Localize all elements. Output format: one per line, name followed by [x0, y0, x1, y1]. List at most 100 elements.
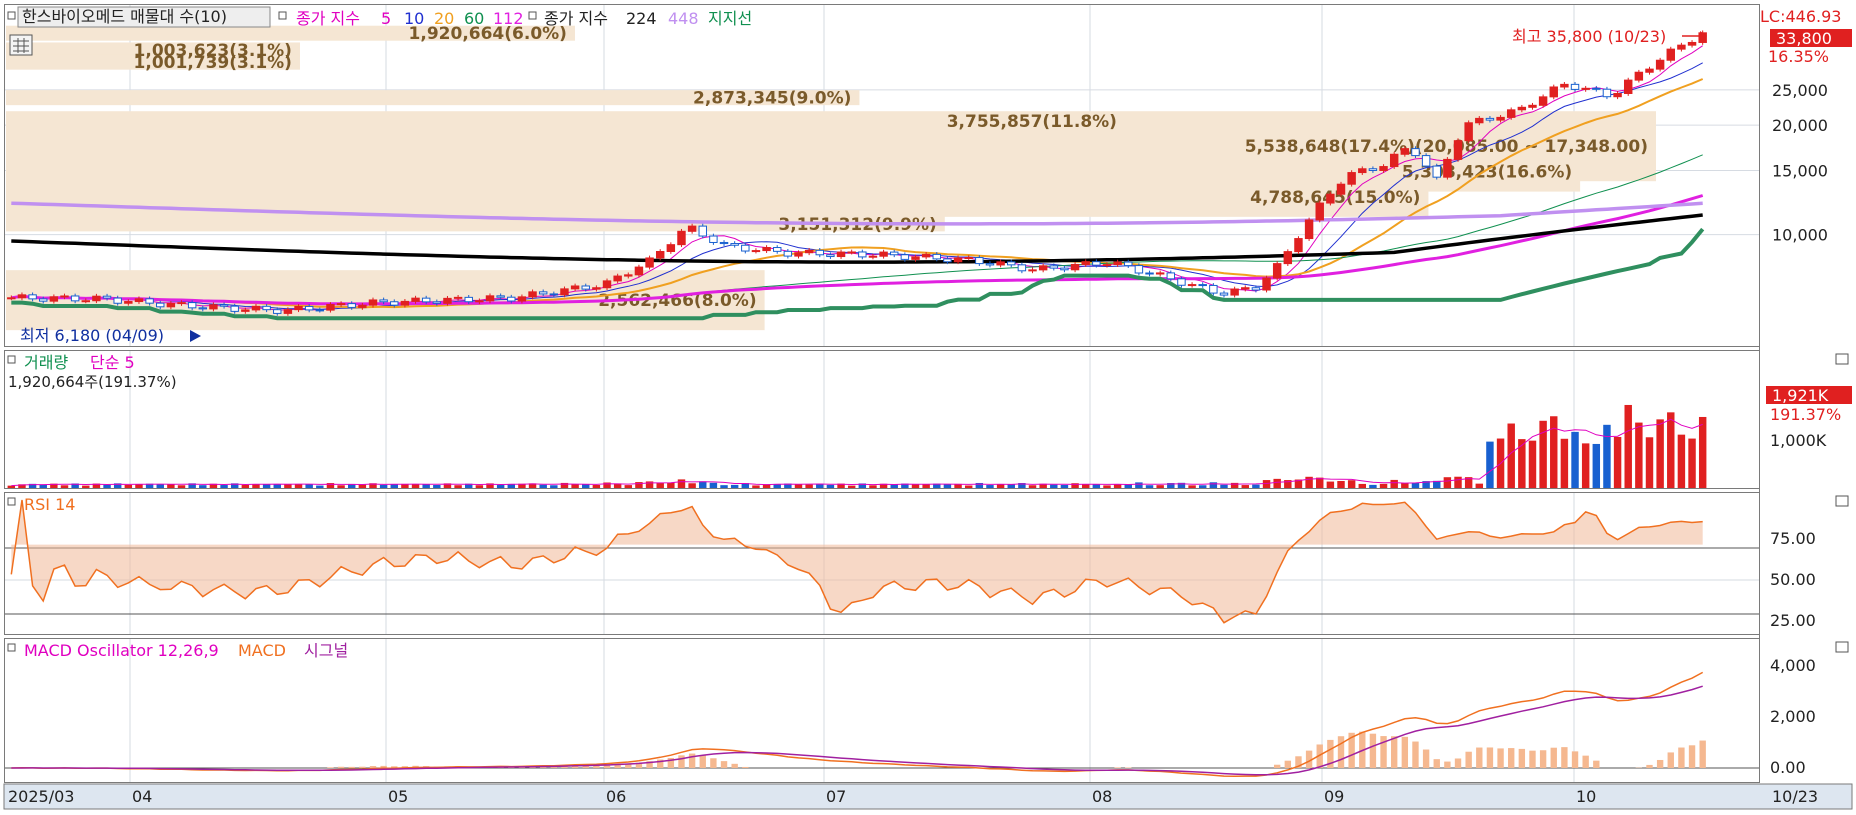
candle-body: [1114, 262, 1121, 265]
candle-body: [1071, 264, 1078, 269]
candle-body: [1273, 264, 1280, 278]
macd-close-icon[interactable]: [1836, 642, 1848, 652]
candle-body: [1337, 184, 1344, 194]
volume-bar: [752, 485, 759, 488]
macd-osc-bar: [1370, 734, 1376, 768]
candle-body: [1167, 273, 1174, 279]
volume-bar: [1273, 479, 1280, 488]
candle-body: [699, 226, 706, 236]
volume-bar: [1305, 477, 1312, 488]
candle-body: [1678, 45, 1685, 49]
volume-bar: [656, 483, 663, 488]
volume-bar: [1337, 481, 1344, 488]
x-axis-label: 10: [1576, 787, 1596, 806]
volume-ma-label: 단순 5: [90, 353, 135, 372]
candle-body: [50, 297, 57, 301]
macd-toggle-icon[interactable]: [8, 644, 15, 651]
candle-body: [816, 250, 823, 254]
candle-body: [1156, 273, 1163, 274]
volume-bar: [1029, 485, 1036, 488]
candle-body: [188, 303, 195, 308]
candle-body: [688, 226, 695, 231]
macd-osc-bar: [1391, 736, 1397, 768]
ma-toggle-icon[interactable]: [279, 12, 286, 19]
rsi-toggle-icon[interactable]: [8, 498, 15, 505]
candle-body: [391, 302, 398, 305]
candle-body: [1242, 288, 1249, 289]
candle-body: [922, 254, 929, 257]
ma2-toggle-icon[interactable]: [529, 12, 536, 19]
candle-body: [593, 288, 600, 289]
panel-toggle-icon[interactable]: [8, 12, 15, 19]
candle-body: [1539, 97, 1546, 105]
x-axis-label: 06: [606, 787, 626, 806]
macd-osc-bar: [1529, 751, 1535, 768]
ma-10-label: 10: [404, 9, 424, 28]
macd-osc-bar: [1114, 767, 1120, 768]
volume-toggle-icon[interactable]: [8, 356, 15, 363]
volume-bar: [571, 484, 578, 488]
volume-bar: [295, 484, 302, 488]
candle-body: [805, 250, 812, 252]
candle-body: [1061, 268, 1068, 270]
candle-body: [1050, 266, 1057, 268]
volume-bar: [380, 485, 387, 488]
macd-osc-bar: [1423, 750, 1429, 768]
candle-body: [125, 302, 132, 304]
volume-bar: [1582, 443, 1589, 488]
volume-bar: [125, 485, 132, 488]
macd-osc-bar: [338, 767, 344, 768]
candle-body: [1146, 273, 1153, 274]
candle-body: [422, 298, 429, 302]
volume-bar: [1348, 480, 1355, 488]
volume-close-icon[interactable]: [1836, 354, 1848, 364]
volume-bar: [1380, 484, 1387, 488]
volume-axis-badge: 1,921K: [1772, 386, 1829, 405]
volume-bar: [1114, 485, 1121, 488]
candle-body: [837, 252, 844, 256]
macd-tick-2000: 2,000: [1770, 707, 1816, 726]
rsi-close-icon[interactable]: [1836, 496, 1848, 506]
candle-body: [1614, 93, 1621, 96]
candle-body: [1593, 88, 1600, 89]
macd-osc-bar: [1465, 752, 1471, 768]
macd-osc-bar: [1689, 745, 1695, 768]
volume-bar: [1242, 485, 1249, 488]
macd-osc-bar: [1274, 765, 1280, 768]
candle-body: [1018, 265, 1025, 271]
candle-body: [635, 267, 642, 275]
volume-bar: [869, 485, 876, 488]
volume-bar: [1199, 485, 1206, 488]
candle-body: [167, 303, 174, 306]
volume-bar: [1454, 477, 1461, 488]
volume-bar: [8, 486, 15, 488]
macd-osc-bar: [1338, 736, 1344, 768]
candle-body: [1656, 60, 1663, 69]
volume-bar: [912, 485, 919, 488]
candle-body: [29, 295, 36, 299]
grid-table-icon[interactable]: [10, 35, 32, 55]
candle-body: [518, 297, 525, 301]
volume-profile-label: 3,755,857(11.8%): [947, 112, 1117, 132]
volume-bar: [1369, 485, 1376, 488]
x-axis-end-label: 10/23: [1772, 787, 1818, 806]
candle-body: [1316, 203, 1323, 220]
candle-body: [678, 231, 685, 244]
candle-body: [40, 299, 47, 301]
macd-osc-bar: [678, 755, 684, 768]
x-axis-label: 05: [388, 787, 408, 806]
current-price: 33,800: [1776, 29, 1832, 48]
candle-body: [720, 242, 727, 243]
volume-bar: [1529, 441, 1536, 488]
candle-body: [731, 244, 738, 246]
candle-body: [742, 245, 749, 251]
candle-body: [656, 252, 663, 258]
volume-bar: [922, 485, 929, 488]
volume-title: 거래량: [24, 353, 68, 372]
low-annotation: 최저 6,180 (04/09): [20, 326, 164, 345]
candle-body: [1529, 105, 1536, 107]
candle-body: [1550, 87, 1557, 97]
